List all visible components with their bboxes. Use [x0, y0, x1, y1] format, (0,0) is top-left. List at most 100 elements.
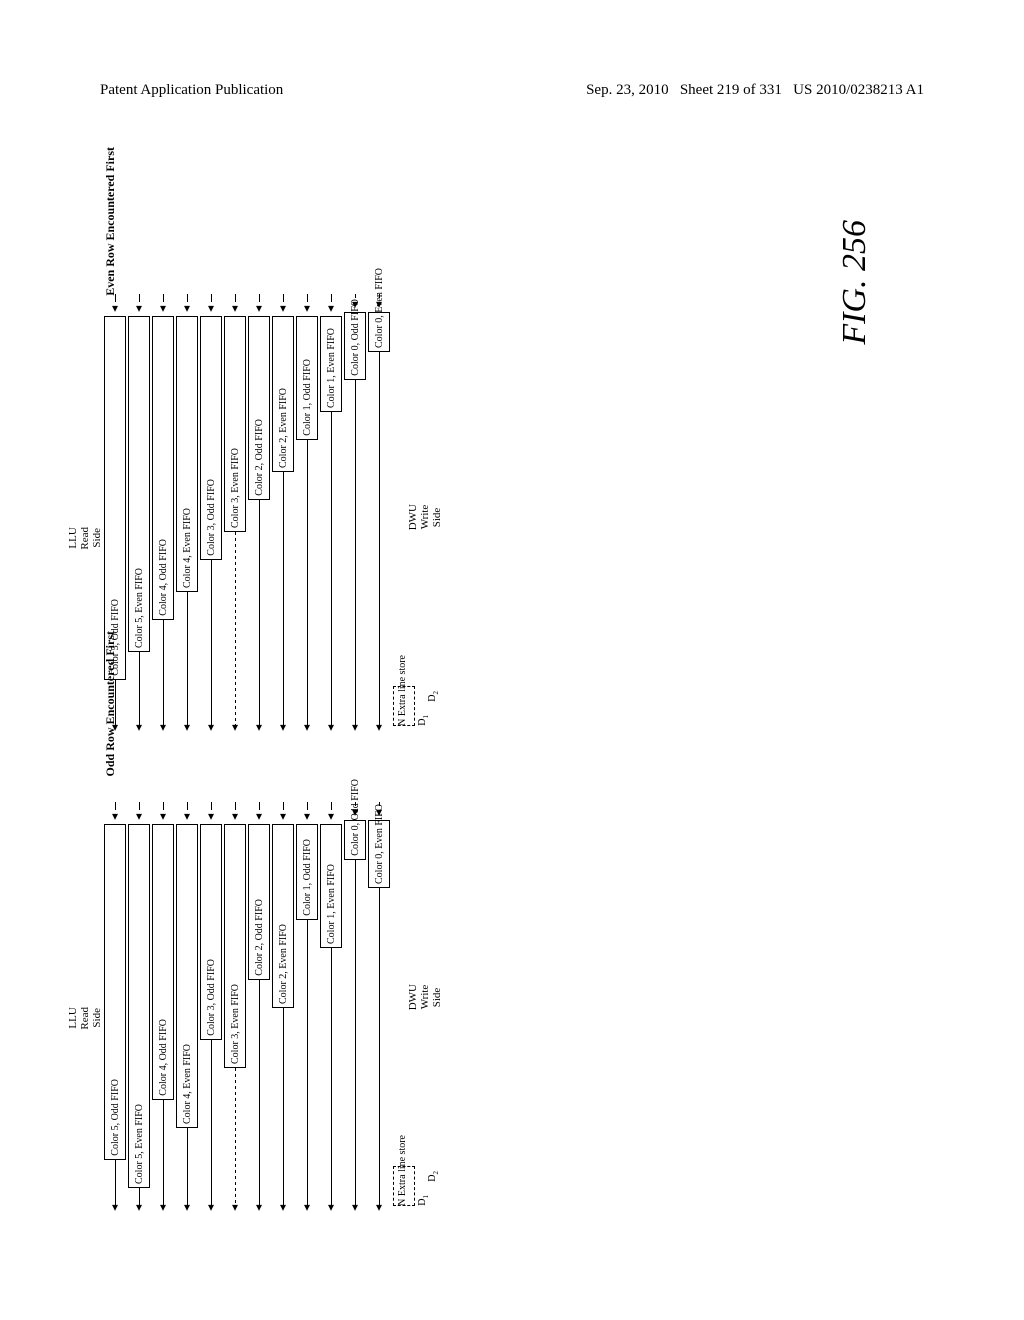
fifo-box: Color 3, Odd FIFO [200, 824, 222, 1040]
fifo-box: Color 2, Odd FIFO [248, 824, 270, 980]
fifo-label: Color 0, Even FIFO [374, 801, 385, 887]
fifo-col: ▾Color 5, Even FIFO▾ [128, 284, 150, 730]
write-arrow-head-icon: ▾ [376, 724, 382, 730]
fifo-col: ▾Color 5, Even FIFO▾ [128, 792, 150, 1210]
write-arrow-stem [187, 592, 188, 728]
write-arrow-head-icon: ▾ [232, 1204, 238, 1210]
read-arrow-icon: ▾ [184, 302, 190, 314]
read-arrow-icon: ▾ [112, 302, 118, 314]
write-arrow-head-icon: ▾ [328, 1204, 334, 1210]
write-arrow-head-icon: ▾ [208, 724, 214, 730]
read-arrow-icon: ▾ [256, 810, 262, 822]
fifo-label: Color 0, Odd FIFO [350, 296, 361, 379]
write-arrow-stem [307, 440, 308, 728]
write-arrow-stem [259, 500, 260, 728]
fifo-box: Color 4, Odd FIFO [152, 824, 174, 1100]
fifo-box: Color 3, Even FIFO [224, 824, 246, 1068]
page-header: Patent Application Publication Sep. 23, … [100, 82, 924, 99]
write-arrow-stem [355, 380, 356, 728]
fifo-label: Color 5, Even FIFO [134, 565, 145, 651]
fifo-box: Color 0, Even FIFO [368, 312, 390, 352]
fifo-col: ▾Color 0, Odd FIFO▾ [344, 284, 366, 730]
fifo-box: Color 2, Odd FIFO [248, 316, 270, 500]
fifo-label: Color 1, Odd FIFO [302, 356, 313, 439]
write-arrow-head-icon: ▾ [232, 724, 238, 730]
fifo-label: Color 0, Even FIFO [374, 265, 385, 351]
fifo-col: ▾Color 0, Even FIFO▾ [368, 792, 390, 1210]
read-arrow-icon: ▾ [208, 302, 214, 314]
fifo-box: Color 2, Even FIFO [272, 316, 294, 472]
write-arrow-head-icon: ▾ [280, 724, 286, 730]
write-arrow-stem [307, 920, 308, 1208]
fifo-col: ▾Color 2, Odd FIFO▾ [248, 792, 270, 1210]
read-arrow-icon: ▾ [232, 810, 238, 822]
fifo-col: ▾Color 3, Odd FIFO▾ [200, 792, 222, 1210]
read-arrow-icon: ▾ [232, 302, 238, 314]
fifo-col: ▾Color 4, Even FIFO▾ [176, 284, 198, 730]
write-arrow-stem [283, 472, 284, 728]
fifo-col: ▾ Color 4, Odd FIFO ▾ [152, 792, 174, 1210]
fifo-box: Color 3, Even FIFO [224, 316, 246, 532]
write-arrow-stem [163, 620, 164, 728]
read-arrow-icon: ▾ [328, 302, 334, 314]
read-arrow-icon: ▾ [112, 810, 118, 822]
write-arrow-stem [379, 888, 380, 1208]
extra-line-store-label: N Extra line store [397, 1135, 408, 1206]
read-arrow-icon: ▾ [256, 302, 262, 314]
fifo-box: Color 0, Odd FIFO [344, 820, 366, 860]
write-arrow-stem [331, 948, 332, 1208]
fifo-box: Color 4, Even FIFO [176, 824, 198, 1128]
fifo-label: Color 1, Odd FIFO [302, 836, 313, 919]
fifo-label: Color 5, Odd FIFO [110, 1076, 121, 1159]
read-arrow-icon: ▾ [184, 810, 190, 822]
group-even-first: Even Row Encountered FirstLLU Read SideD… [85, 300, 505, 730]
read-arrow-icon: ▾ [160, 810, 166, 822]
read-arrow-icon: ▾ [304, 810, 310, 822]
fifo-col: ▾Color 0, Even FIFO▾ [368, 284, 390, 730]
write-arrow-stem [235, 1068, 236, 1208]
fifo-box: Color 5, Odd FIFO [104, 824, 126, 1160]
write-arrow-head-icon: ▾ [280, 1204, 286, 1210]
fifo-box: Color 1, Even FIFO [320, 824, 342, 948]
fifo-label: Color 2, Odd FIFO [254, 416, 265, 499]
group-title: Even Row Encountered First [103, 147, 118, 296]
fifo-label: Color 1, Even FIFO [326, 861, 337, 947]
read-arrow-icon: ▾ [160, 302, 166, 314]
fifo-label: Color 2, Odd FIFO [254, 896, 265, 979]
read-arrow-icon: ▾ [304, 302, 310, 314]
dwu-write-side-label: DWU Write Side [407, 504, 443, 530]
fifo-box: Color 4, Even FIFO [176, 316, 198, 592]
fifo-rows: ▾Color 5, Odd FIFO▾▾Color 5, Even FIFO▾▾… [103, 792, 391, 1210]
fifo-label: Color 4, Odd FIFO [158, 536, 169, 619]
write-arrow-head-icon: ▾ [376, 1204, 382, 1210]
write-arrow-head-icon: ▾ [256, 724, 262, 730]
write-arrow-stem [187, 1128, 188, 1208]
fifo-box: Color 1, Odd FIFO [296, 316, 318, 440]
extra-line-store-label: N Extra line store [397, 655, 408, 726]
write-arrow-stem [331, 412, 332, 728]
write-arrow-head-icon: ▾ [328, 724, 334, 730]
fifo-label: Color 0, Odd FIFO [350, 776, 361, 859]
d2-label: D2 [427, 1171, 440, 1182]
write-arrow-head-icon: ▾ [304, 1204, 310, 1210]
write-arrow-stem [235, 532, 236, 728]
read-arrow-icon: ▾ [280, 302, 286, 314]
write-arrow-head-icon: ▾ [160, 1204, 166, 1210]
write-arrow-stem [259, 980, 260, 1208]
write-arrow-head-icon: ▾ [136, 1204, 142, 1210]
fifo-label: Color 5, Even FIFO [134, 1101, 145, 1187]
fifo-label: Color 4, Odd FIFO [158, 1016, 169, 1099]
fifo-label: Color 3, Odd FIFO [206, 956, 217, 1039]
fifo-col: ▾Color 3, Odd FIFO▾ [200, 284, 222, 730]
fifo-label: Color 1, Even FIFO [326, 325, 337, 411]
write-arrow-head-icon: ▾ [352, 724, 358, 730]
write-arrow-stem [163, 1100, 164, 1208]
write-arrow-stem [379, 352, 380, 728]
fifo-box: Color 0, Even FIFO [368, 820, 390, 888]
group-title: Odd Row Encountered First [103, 631, 118, 776]
fifo-label: Color 3, Even FIFO [230, 445, 241, 531]
d2-label: D2 [427, 691, 440, 702]
figure-label: FIG. 256 [836, 220, 874, 345]
write-arrow-stem [283, 1008, 284, 1208]
fifo-col: ▾Color 2, Even FIFO▾ [272, 792, 294, 1210]
